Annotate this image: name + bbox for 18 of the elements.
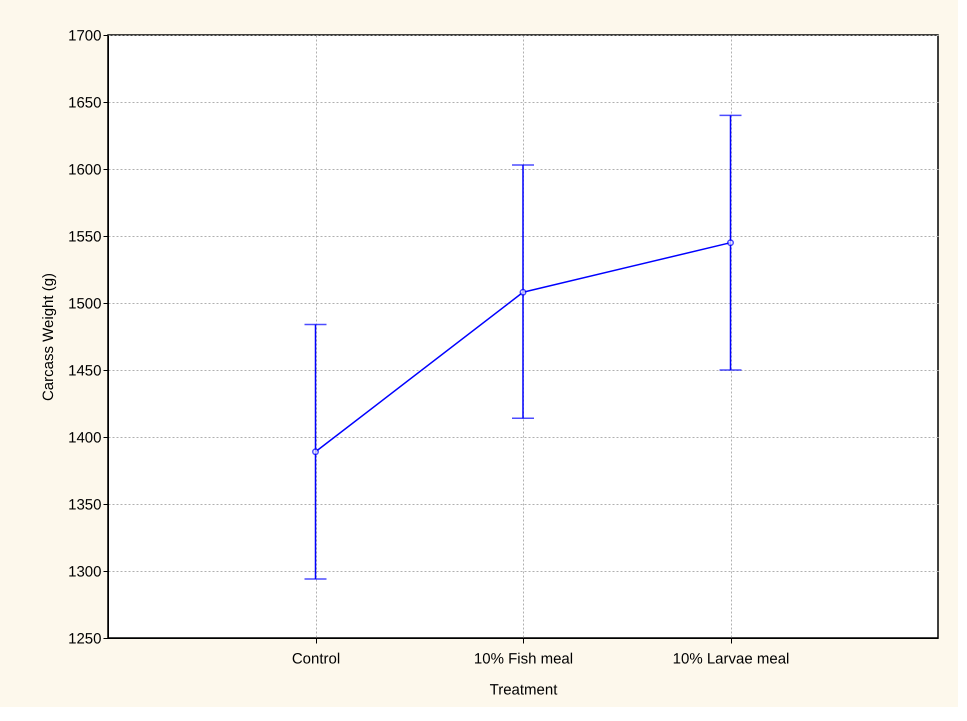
y-tick-label: 1550 [68, 228, 102, 246]
y-tick-label: 1450 [68, 362, 102, 380]
y-tick-label: 1300 [68, 564, 102, 580]
y-tick-label: 1700 [68, 28, 102, 44]
point [520, 288, 526, 296]
y-tick-label: 1500 [68, 296, 102, 312]
y-tick-label: 1350 [68, 496, 102, 514]
y-tick-label: 1650 [68, 94, 102, 112]
y-tick-label: 1600 [68, 162, 102, 178]
y-tick-label: 1400 [68, 430, 102, 446]
x-tick-label: 10% Larvae meal [672, 650, 790, 668]
point [312, 448, 319, 456]
x-tick-label: Control [292, 650, 340, 668]
y-axis-title: Carcass Weight (g) [40, 272, 58, 402]
x-axis-title: Treatment [490, 682, 558, 698]
x-tick-label: 10% Fish meal [474, 650, 574, 668]
point [727, 239, 734, 246]
y-tick-label: 1250 [68, 630, 102, 648]
